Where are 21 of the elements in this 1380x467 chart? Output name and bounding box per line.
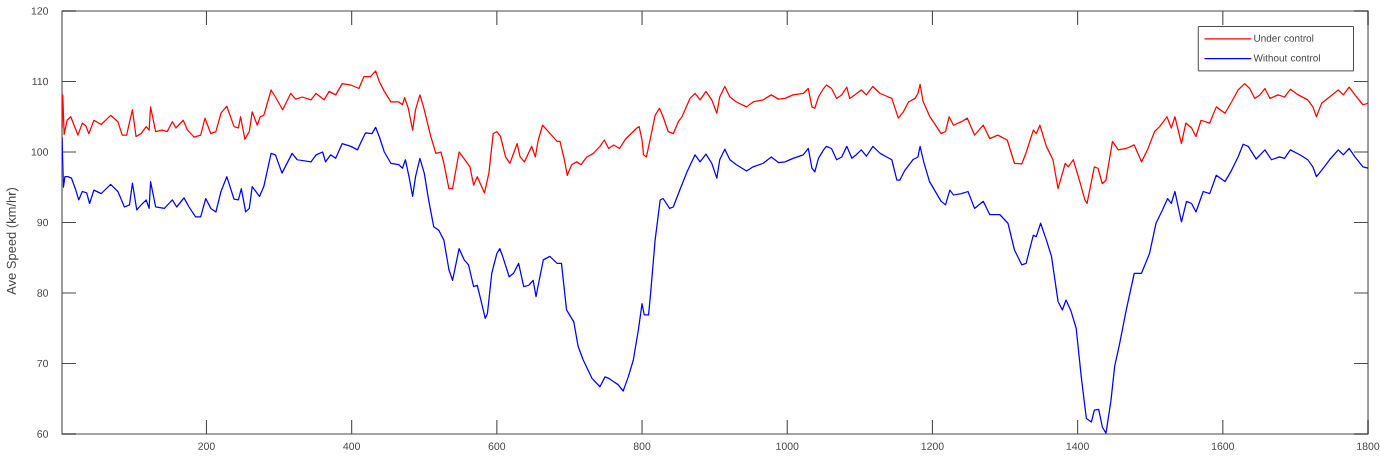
- y-axis-title: Ave Speed (km/hr): [6, 187, 19, 295]
- y-tick-label: 90: [37, 218, 49, 227]
- x-tick-label: 1400: [1066, 442, 1089, 450]
- x-tick-label: 1600: [1211, 442, 1235, 450]
- x-tick-label: 1800: [1357, 442, 1380, 450]
- x-tick-label: 600: [488, 442, 506, 450]
- x-tick-label: 800: [633, 442, 651, 450]
- x-tick-label: 1200: [921, 442, 944, 450]
- y-tick-label: 80: [37, 289, 49, 297]
- y-tick-label: 100: [31, 148, 49, 156]
- x-tick-label: 200: [198, 442, 215, 450]
- y-tick-label: 110: [32, 77, 49, 86]
- y-tick-label: 60: [37, 430, 49, 438]
- x-tick-label: 1000: [776, 442, 799, 450]
- y-tick-label: 120: [31, 7, 49, 15]
- legend-label: Under control: [1254, 34, 1314, 42]
- line-series: [62, 70, 1369, 205]
- legend-label: Without control: [1253, 54, 1320, 62]
- y-tick-label: 70: [37, 359, 49, 368]
- line-series: [62, 126, 1369, 434]
- x-tick-label: 400: [343, 442, 360, 450]
